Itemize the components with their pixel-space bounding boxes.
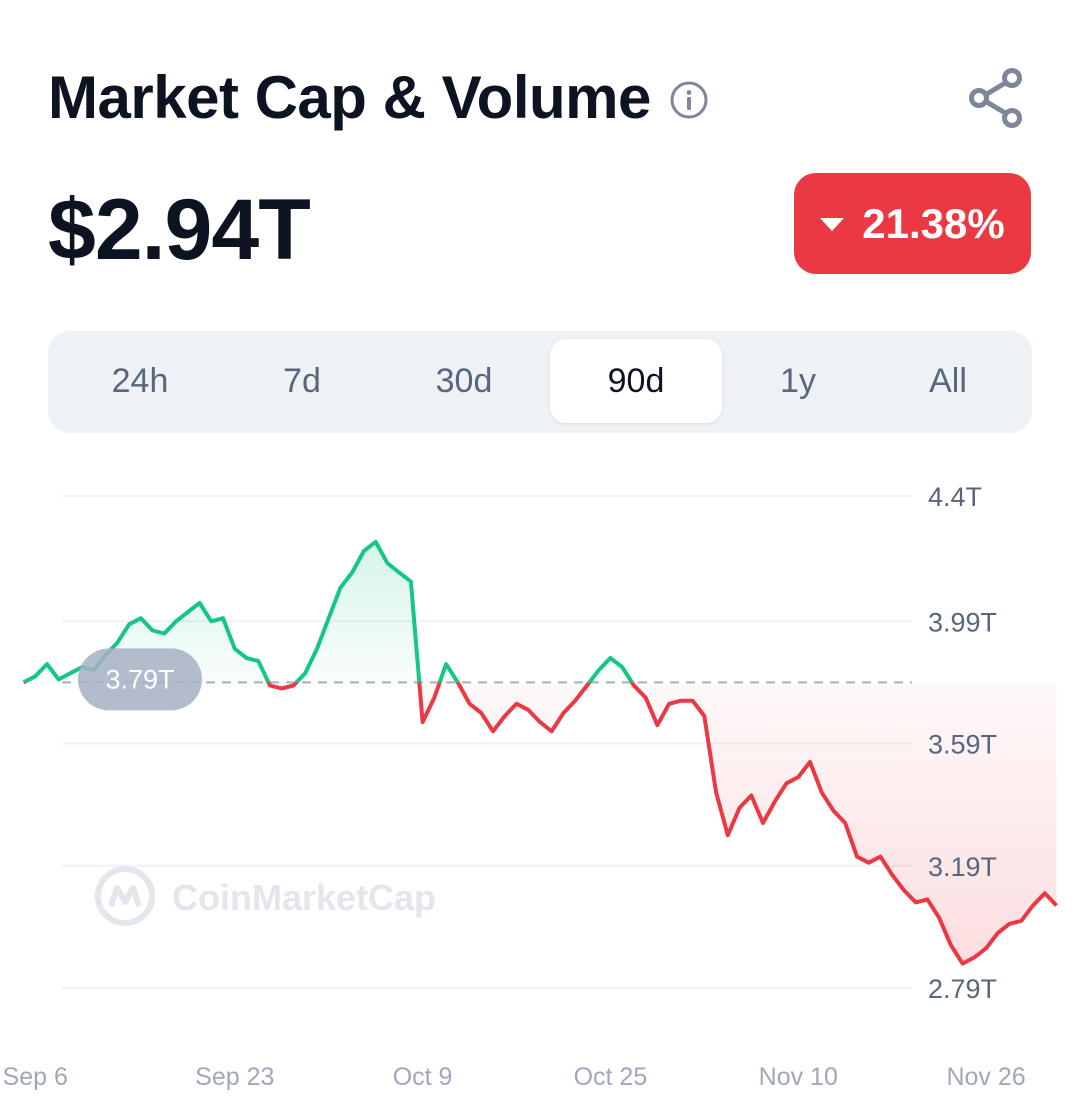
reference-value: 3.79T [105, 664, 174, 694]
title-text: Market Cap & Volume [48, 64, 651, 131]
caret-down-icon [820, 218, 845, 231]
info-icon[interactable] [669, 80, 709, 120]
y-tick-label: 2.79T [928, 974, 997, 1004]
change-percent: 21.38% [862, 199, 1005, 247]
x-tick-label: Nov 26 [946, 1063, 1025, 1091]
x-tick-label: Nov 10 [759, 1063, 838, 1091]
tab-1y[interactable]: 1y [780, 361, 816, 400]
x-axis: Sep 6 Sep 23 Oct 9 Oct 25 Nov 10 Nov 26 [3, 1063, 1026, 1091]
y-tick-label: 3.59T [928, 730, 997, 760]
timeframe-tabs: 24h 7d 30d 90d 1y All [48, 331, 1032, 433]
tab-24h[interactable]: 24h [111, 361, 169, 400]
series-line-down [23, 682, 1058, 966]
y-tick-label: 4.4T [928, 482, 982, 512]
tab-all[interactable]: All [929, 361, 967, 400]
market-cap-chart: CoinMarketCap 3.79T 4.4T 3.99T 3.59T 3.19T 2… [3, 482, 1058, 1091]
y-tick-label: 3.19T [928, 852, 997, 882]
page-title: Market Cap & Volume [48, 62, 709, 134]
x-tick-label: Oct 25 [574, 1063, 648, 1091]
y-tick-label: 3.99T [928, 607, 997, 637]
watermark: CoinMarketCap [95, 866, 436, 926]
market-cap-value: $2.94T [48, 182, 311, 278]
coinmarketcap-logo-icon [95, 866, 155, 926]
tab-30d[interactable]: 30d [435, 361, 493, 400]
tab-7d[interactable]: 7d [283, 361, 321, 400]
x-tick-label: Sep 23 [195, 1063, 274, 1091]
share-icon [969, 68, 1022, 128]
change-badge: 21.38% [794, 173, 1031, 274]
series-line-up [22, 539, 635, 683]
reference-pill [78, 648, 202, 711]
area-below-reference [268, 682, 1057, 964]
watermark-text: CoinMarketCap [172, 877, 436, 918]
x-tick-label: Sep 6 [3, 1063, 68, 1091]
reference-label: 3.79T [78, 648, 202, 711]
x-tick-label: Oct 9 [393, 1063, 453, 1091]
tab-90d[interactable]: 90d [550, 339, 722, 423]
share-button[interactable] [960, 62, 1032, 134]
y-axis: 4.4T 3.99T 3.59T 3.19T 2.79T [928, 482, 997, 1004]
